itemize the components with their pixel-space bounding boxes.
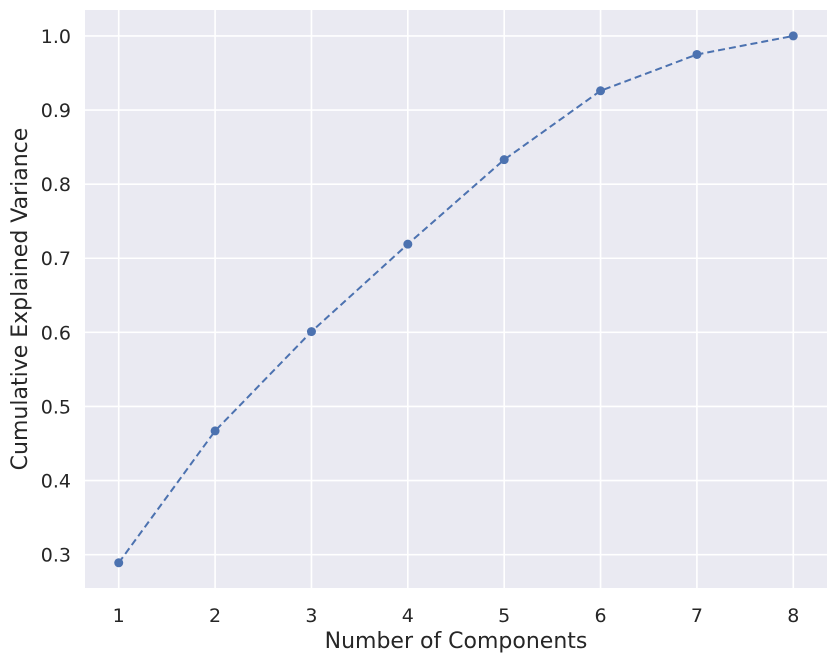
x-gridlines [117,10,795,588]
series-points [114,31,798,568]
y-tick-label: 1.0 [41,26,71,48]
x-tick-label: 4 [402,605,414,627]
y-tick-label: 0.7 [41,248,71,270]
x-tick-label: 1 [113,605,125,627]
y-tick-label: 0.6 [41,322,71,344]
data-point [692,49,702,59]
data-point [788,31,798,41]
data-point [210,426,220,436]
data-point [596,86,606,96]
x-tick-label: 7 [691,605,703,627]
y-tick-labels: 0.3 0.4 0.5 0.6 0.7 0.8 0.9 1.0 [41,26,71,567]
y-tick-label: 0.5 [41,396,71,418]
x-tick-label: 6 [594,605,606,627]
x-tick-label: 3 [305,605,317,627]
x-tick-label: 5 [498,605,510,627]
x-axis-label: Number of Components [325,629,588,654]
y-tick-label: 0.3 [41,545,71,567]
data-point [306,327,316,337]
y-tick-label: 0.9 [41,100,71,122]
data-point [114,558,124,568]
series-line [117,34,794,564]
y-tick-label: 0.4 [41,471,71,493]
x-tick-labels: 1 2 3 4 5 6 7 8 [113,605,800,627]
data-point [499,155,509,165]
x-tick-label: 8 [787,605,799,627]
data-point [403,239,413,249]
y-axis-label: Cumulative Explained Variance [8,128,33,471]
y-tick-label: 0.8 [41,174,71,196]
plot-area [85,10,827,588]
x-tick-label: 2 [209,605,221,627]
y-gridlines [85,35,827,556]
